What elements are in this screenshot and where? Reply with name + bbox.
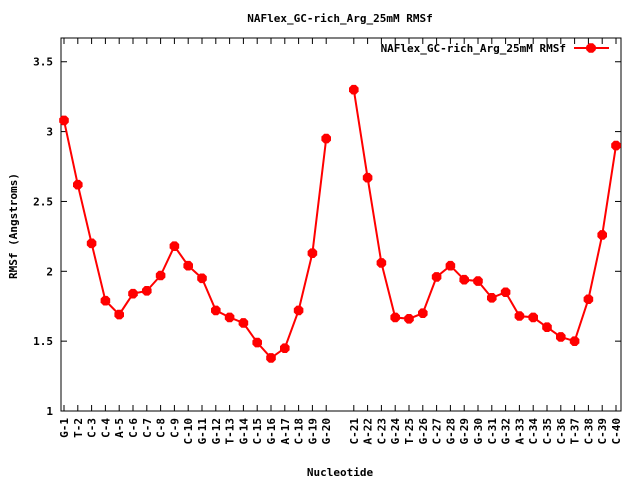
data-point (376, 258, 387, 268)
legend-label: NAFlex_GC-rich_Arg_25mM RMSf (381, 42, 566, 55)
x-tick-label: C-7 (141, 418, 154, 438)
data-point (100, 295, 111, 306)
data-point (431, 272, 442, 282)
x-tick-label: C-8 (155, 418, 168, 438)
data-point (500, 287, 511, 298)
data-point (59, 115, 69, 126)
data-point (73, 179, 83, 190)
plot-border (60, 37, 622, 412)
x-tick-label: A-33 (513, 418, 526, 445)
data-point (224, 312, 235, 323)
data-point (514, 311, 525, 321)
x-tick-label: G-28 (444, 418, 457, 445)
y-tick-label: 1.5 (33, 335, 53, 348)
data-point (293, 305, 304, 316)
data-point (252, 337, 262, 348)
x-tick-label: C-23 (375, 418, 388, 445)
data-point (487, 293, 497, 303)
legend-marker (586, 43, 596, 53)
x-tick-label: C-36 (555, 418, 568, 445)
data-point (280, 343, 290, 353)
data-point (321, 133, 331, 144)
data-point (528, 312, 538, 323)
x-tick-label: C-34 (527, 418, 540, 445)
x-tick-label: G-20 (320, 418, 333, 445)
y-tick-label: 3.5 (33, 56, 53, 69)
x-tick-label: C-21 (348, 418, 361, 445)
data-point (128, 288, 138, 299)
legend: NAFlex_GC-rich_Arg_25mM RMSf (381, 42, 609, 55)
data-point (556, 332, 566, 342)
data-point (183, 260, 193, 271)
data-point (597, 230, 607, 240)
data-point (390, 312, 400, 323)
x-tick-label: A-17 (279, 418, 292, 445)
x-tick-label: G-24 (389, 418, 402, 445)
x-tick-label: G-19 (306, 418, 319, 445)
data-point (86, 238, 97, 249)
x-tick-label: G-11 (196, 418, 209, 445)
x-tick-label: C-15 (251, 418, 264, 445)
data-point (583, 294, 594, 305)
x-tick-label: C-40 (610, 418, 623, 445)
x-tick-label: C-9 (168, 418, 181, 438)
data-point (142, 286, 152, 296)
y-tick-label: 2 (46, 265, 53, 278)
x-tick-label: C-10 (182, 418, 195, 445)
x-tick-label: G-14 (237, 418, 250, 445)
x-tick-label: A-5 (113, 418, 126, 438)
x-axis-label: Nucleotide (307, 466, 374, 479)
series-line (352, 89, 617, 343)
data-point (211, 305, 221, 316)
data-point (473, 276, 483, 286)
x-tick-label: T-37 (569, 418, 582, 445)
x-tick-label: C-38 (582, 418, 595, 445)
x-tick-label: C-27 (431, 418, 444, 445)
x-tick-label: T-2 (72, 418, 85, 438)
x-tick-label: G-1 (58, 418, 71, 438)
data-point (169, 241, 180, 251)
data-point (238, 318, 249, 328)
x-tick-label: G-32 (500, 418, 513, 445)
y-tick-label: 3 (46, 126, 53, 139)
data-point (569, 336, 580, 346)
chart-title: NAFlex_GC-rich_Arg_25mM RMSf (247, 12, 432, 25)
data-point (114, 309, 124, 320)
x-tick-label: A-22 (362, 418, 375, 445)
x-tick-label: C-6 (127, 418, 140, 438)
data-point (266, 353, 276, 363)
x-tick-label: C-39 (596, 418, 609, 445)
series-line (63, 120, 328, 360)
x-tick-label: G-12 (210, 418, 223, 445)
data-point (611, 140, 621, 151)
data-point (349, 84, 359, 95)
x-tick-label: T-13 (224, 418, 237, 445)
data-point (542, 322, 552, 332)
y-axis-label: RMSf (Angstroms) (7, 173, 20, 279)
x-tick-label: C-31 (486, 418, 499, 445)
y-tick-label: 1 (46, 405, 53, 418)
x-tick-label: G-26 (417, 418, 430, 445)
plot-area: 11.522.533.5G-1 T-2 C-3 C-4 A-5 C-6 C-7 C-8 C-9 C… (33, 37, 623, 445)
x-tick-label: C-3 (86, 418, 99, 438)
x-tick-label: C-35 (541, 418, 554, 445)
data-point (307, 248, 318, 258)
data-point (155, 270, 166, 281)
x-tick-label: G-30 (472, 418, 485, 445)
x-tick-label: T-25 (403, 418, 416, 445)
x-tick-label: G-16 (265, 418, 278, 445)
data-point (418, 308, 428, 319)
data-point (404, 313, 414, 324)
y-tick-label: 2.5 (33, 195, 53, 208)
x-tick-label: C-18 (293, 418, 306, 445)
data-point (197, 273, 207, 284)
x-tick-label: C-4 (99, 418, 112, 438)
x-tick-label: G-29 (458, 418, 471, 445)
data-point (445, 260, 456, 271)
data-point (459, 274, 469, 285)
data-point (362, 172, 373, 183)
